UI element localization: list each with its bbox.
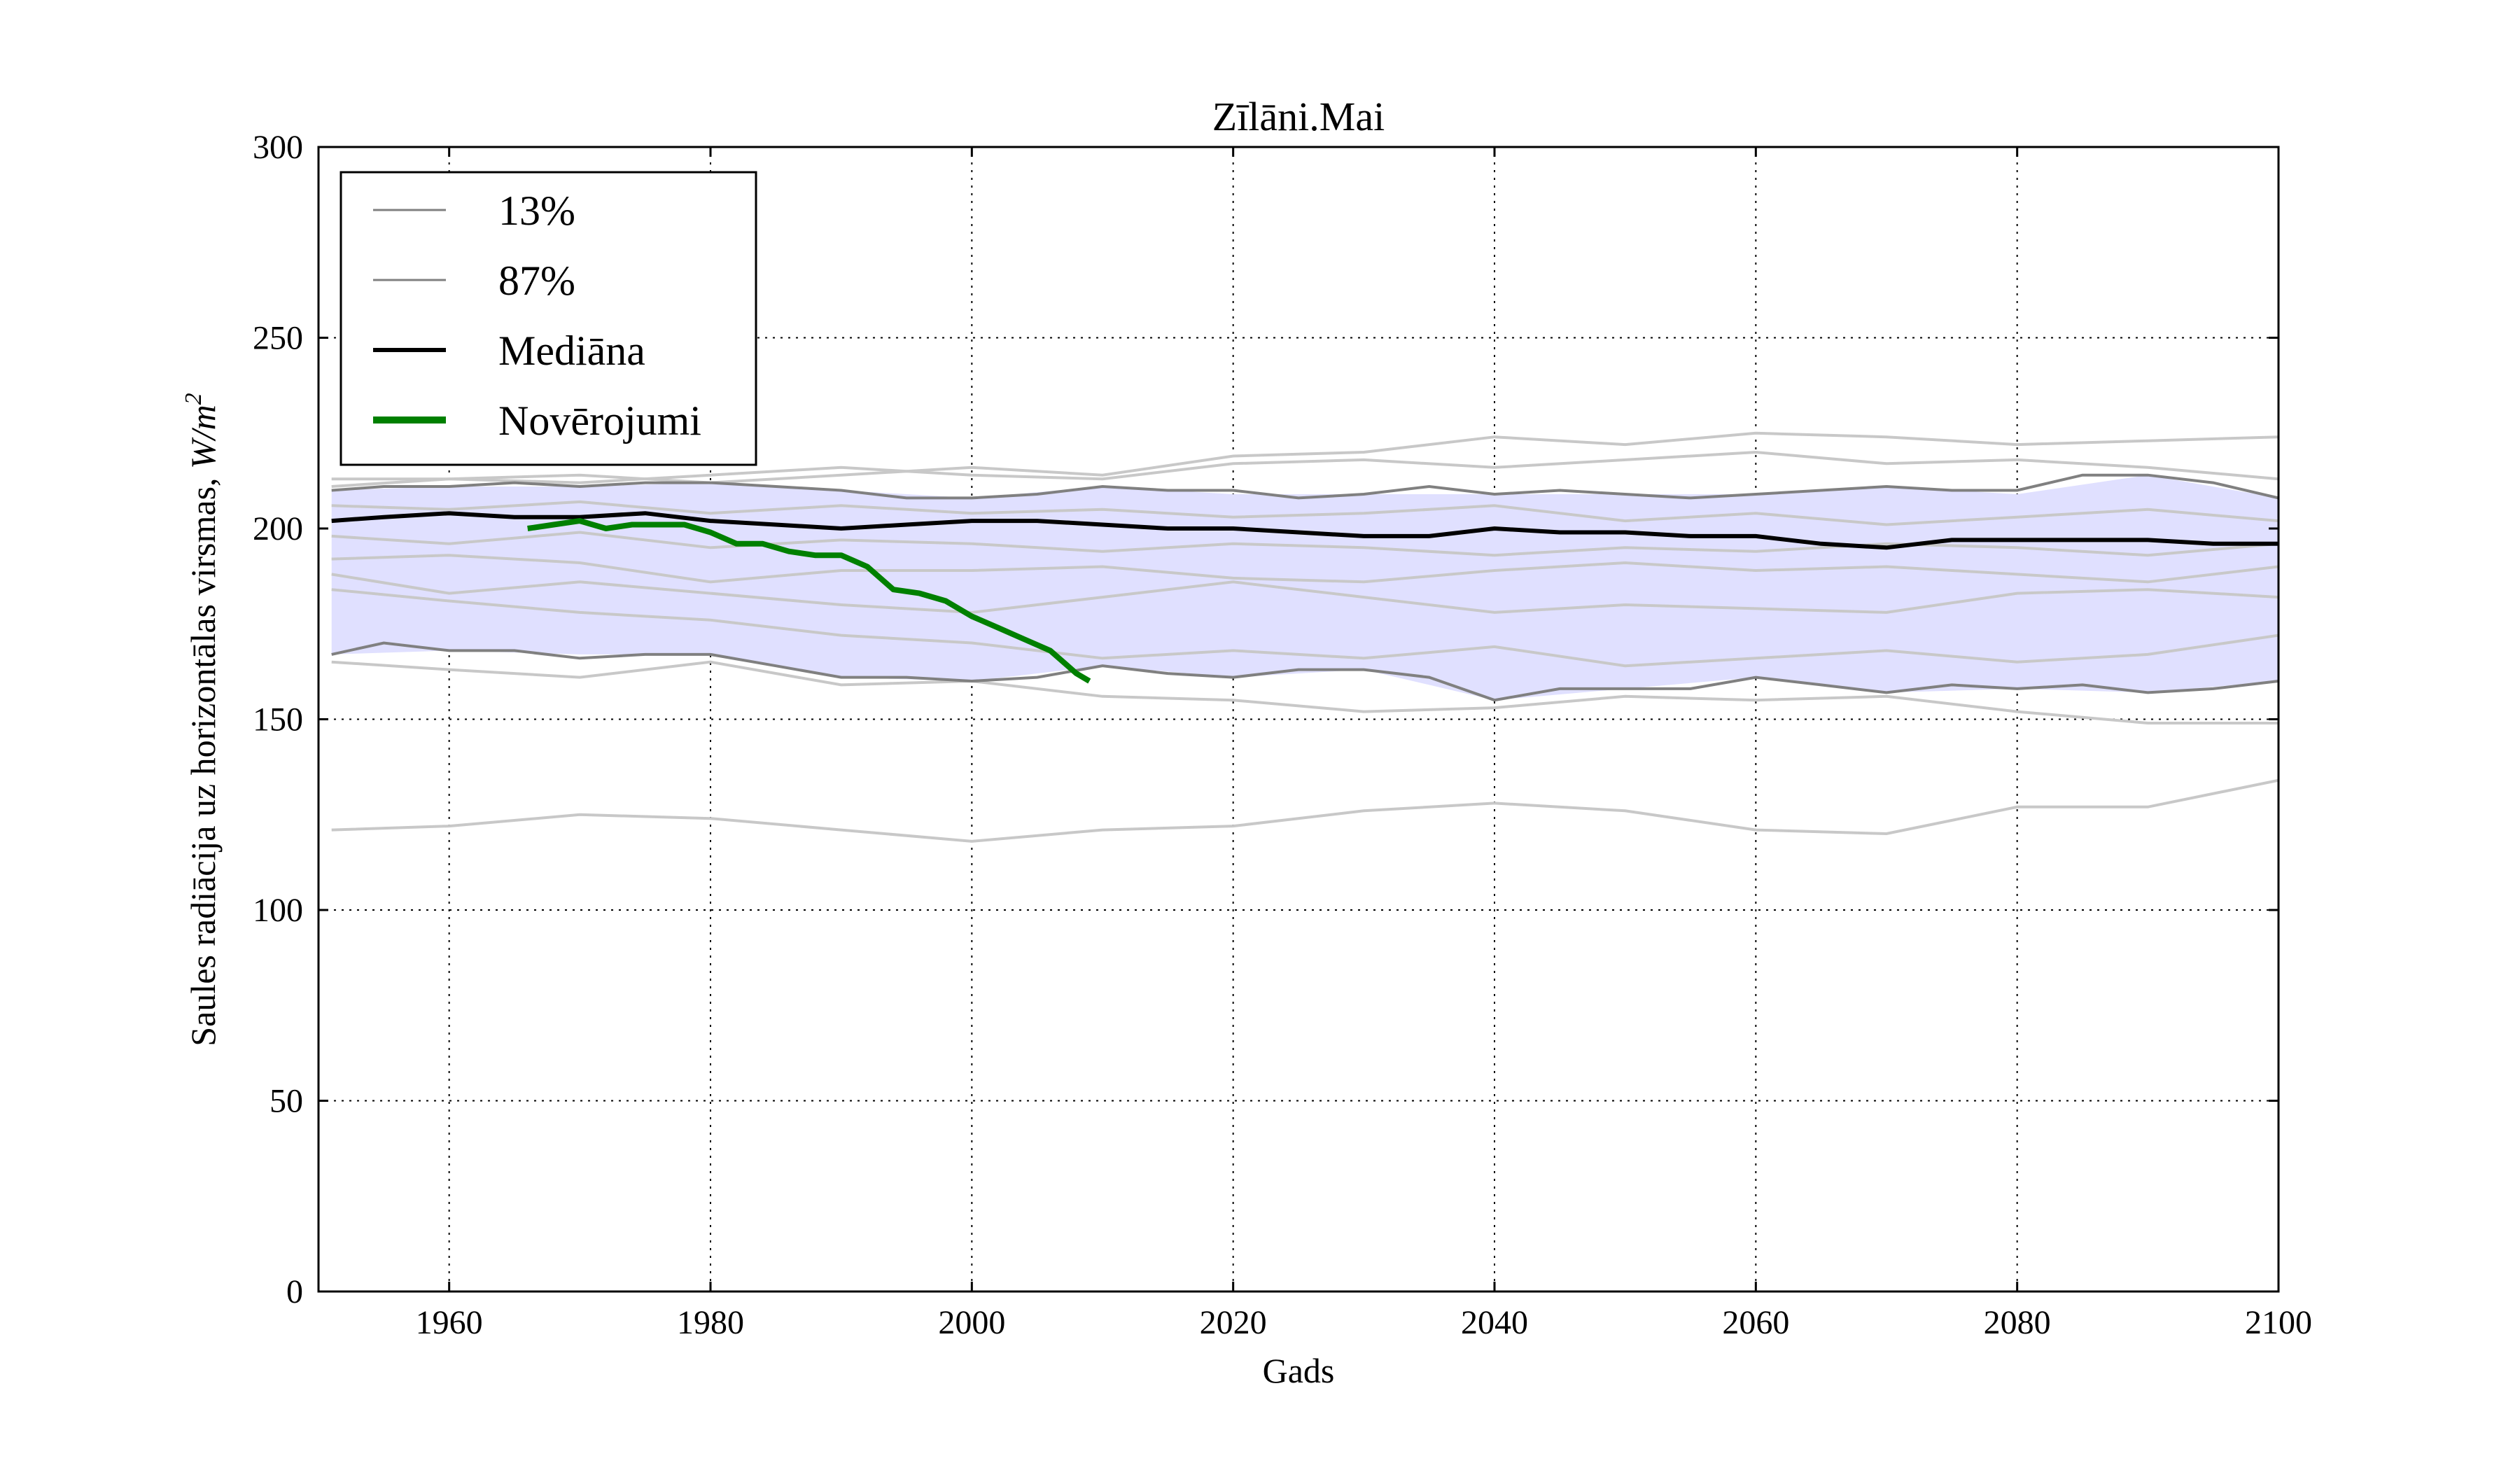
axis-ticks: 1960 1980 2000 2020 2040 2060 2080 2100 0 50 100 15… [253, 129, 2312, 1341]
y-tick-label-150: 150 [253, 701, 303, 738]
x-tick-label-1960: 1960 [416, 1304, 483, 1341]
x-tick-label-2080: 2080 [1984, 1304, 2051, 1341]
ensemble-line-6 [331, 500, 2278, 526]
confidence-band [331, 475, 2278, 701]
ensemble-line-4 [331, 554, 2278, 584]
legend: 13% 87% Mediāna Novērojumi [340, 171, 757, 466]
y-tick-label-100: 100 [253, 892, 303, 929]
ensemble-line-3 [331, 573, 2278, 614]
ensemble-line-5 [331, 531, 2278, 557]
ensemble-line-1 [331, 660, 2278, 724]
y-axis-label: Saules radiācija uz horizontālas virsmas… [181, 393, 223, 1046]
x-tick-label-2060: 2060 [1722, 1304, 1789, 1341]
legend-label-13pct: 13% [498, 188, 575, 234]
ensemble-lines [331, 431, 2278, 843]
chart-title: Zīlāni.Mai [1212, 94, 1385, 139]
x-tick-label-2000: 2000 [938, 1304, 1005, 1341]
legend-box [340, 171, 757, 466]
y-tick-label-0: 0 [286, 1273, 303, 1310]
series-line-median [331, 511, 2278, 550]
x-tick-label-1980: 1980 [677, 1304, 744, 1341]
x-tick-label-2020: 2020 [1200, 1304, 1267, 1341]
ensemble-line-8 [331, 431, 2278, 488]
y-tick-label-50: 50 [270, 1083, 303, 1120]
x-tick-label-2100: 2100 [2245, 1304, 2312, 1341]
y-tick-label-300: 300 [253, 129, 303, 166]
legend-label-observations: Novērojumi [498, 398, 701, 444]
ensemble-line-2 [331, 588, 2278, 668]
series-line-87pct [331, 473, 2278, 500]
series-line-13pct [331, 641, 2278, 702]
x-tick-label-2040: 2040 [1461, 1304, 1528, 1341]
y-tick-label-250: 250 [253, 320, 303, 357]
legend-label-median: Mediāna [498, 328, 645, 374]
series-line-observations [527, 518, 1091, 684]
legend-label-87pct: 87% [498, 258, 575, 304]
x-axis-label: Gads [1263, 1351, 1335, 1390]
ensemble-line-0 [331, 778, 2278, 843]
y-tick-label-200: 200 [253, 510, 303, 547]
